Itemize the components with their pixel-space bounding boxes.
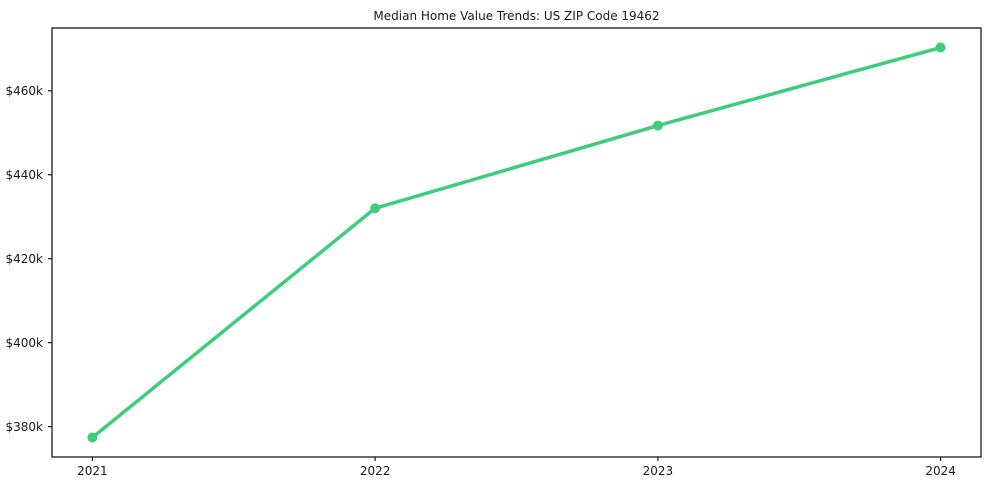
x-tick-label: 2024 bbox=[925, 464, 956, 478]
y-tick-label: $420k bbox=[6, 252, 44, 266]
y-tick-label: $440k bbox=[6, 168, 44, 182]
data-point-marker bbox=[370, 203, 381, 214]
y-tick-label: $460k bbox=[6, 84, 44, 98]
y-tick-label: $400k bbox=[6, 336, 44, 350]
data-point-marker bbox=[87, 432, 98, 443]
trend-line bbox=[90, 45, 943, 440]
plot-frame bbox=[51, 27, 982, 458]
y-tick-label: $380k bbox=[6, 420, 44, 434]
data-point-marker bbox=[935, 42, 946, 53]
x-tick-label: 2023 bbox=[643, 464, 674, 478]
data-point-marker bbox=[652, 120, 663, 131]
x-tick-label: 2021 bbox=[77, 464, 108, 478]
x-tick-label: 2022 bbox=[360, 464, 391, 478]
chart-title: Median Home Value Trends: US ZIP Code 19… bbox=[373, 9, 660, 23]
